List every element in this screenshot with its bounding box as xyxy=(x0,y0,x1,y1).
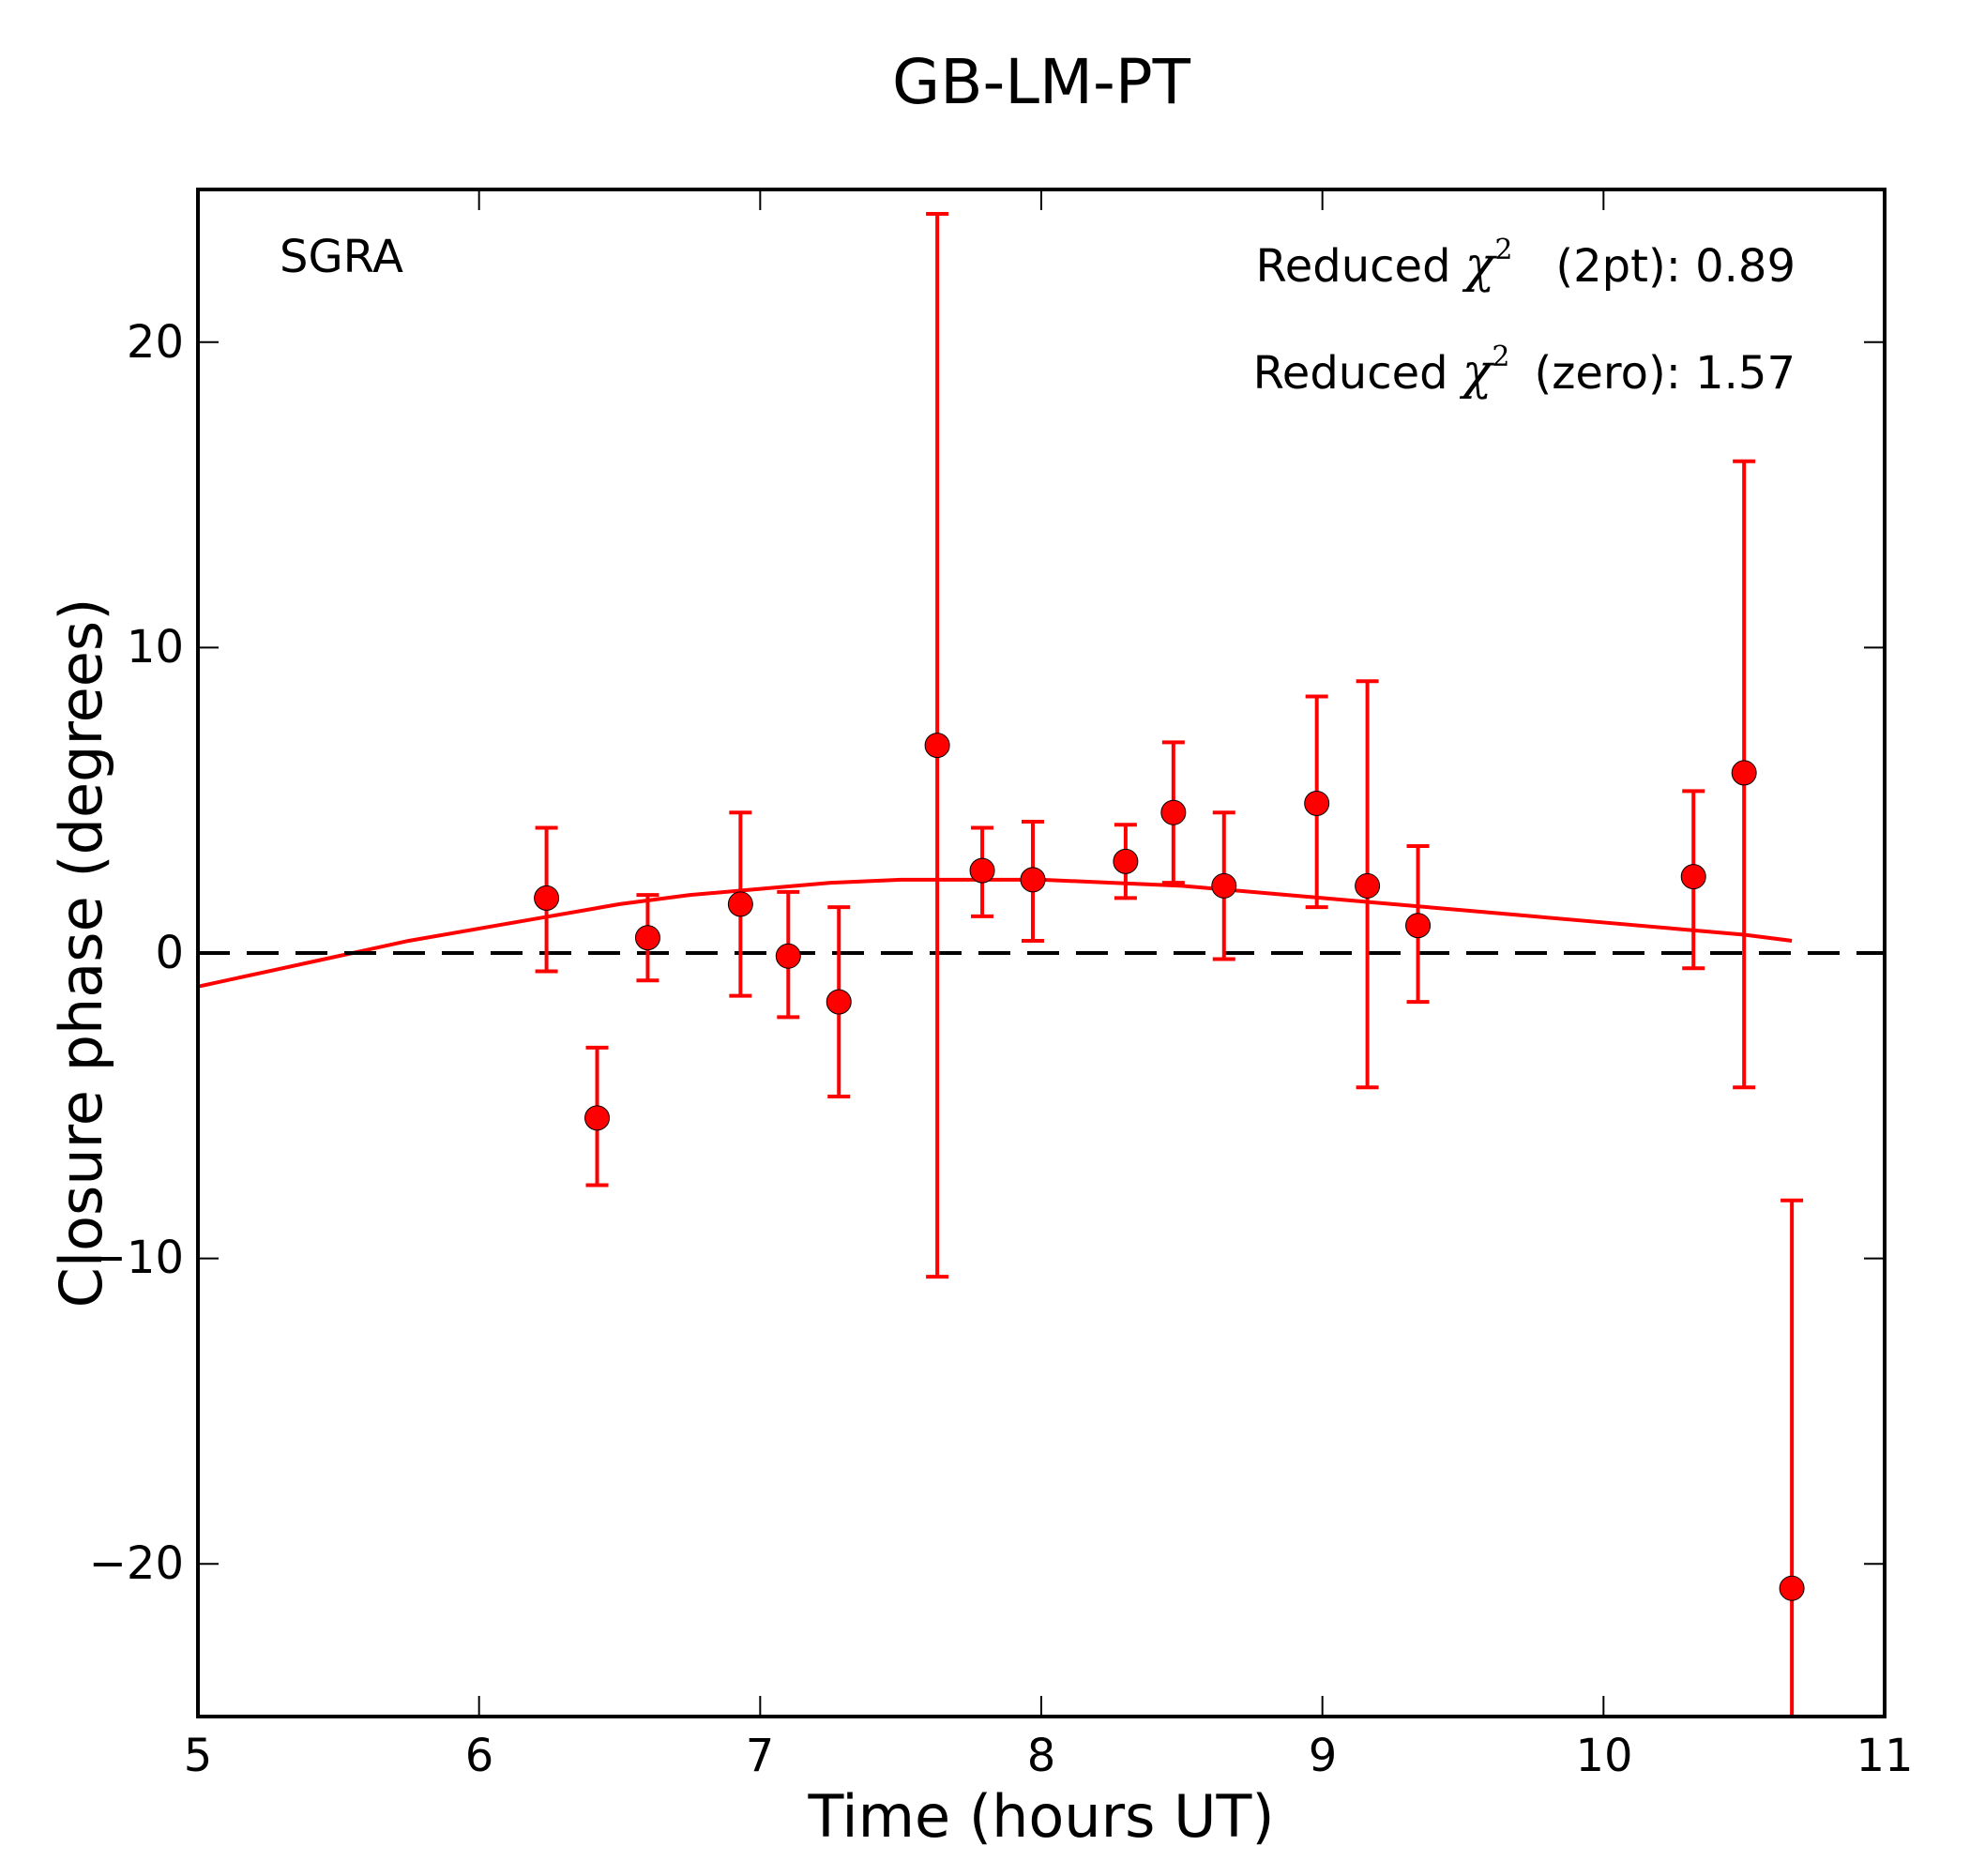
reduced-chi2-2pt-annotation: Reduced χ2 (2pt): 0.89 xyxy=(1256,234,1796,294)
x-tick-label: 9 xyxy=(1309,1730,1338,1782)
data-point-with-errorbar xyxy=(1211,810,1237,961)
data-point-with-errorbar xyxy=(584,1045,611,1188)
data-point xyxy=(826,989,852,1015)
x-tick-label: 11 xyxy=(1856,1730,1913,1782)
data-point-with-errorbar xyxy=(727,810,753,998)
source-label: SGRA xyxy=(280,231,403,283)
axis-ticks xyxy=(197,189,1886,1717)
data-point-with-errorbar xyxy=(1160,740,1187,885)
data-point-with-errorbar xyxy=(1680,789,1706,971)
y-axis-label: Closure phase (degrees) xyxy=(47,598,115,1309)
data-point-with-errorbar xyxy=(1731,459,1757,1090)
data-point xyxy=(1779,1575,1805,1601)
x-tick-label: 5 xyxy=(184,1730,213,1782)
x-tick-label: 6 xyxy=(465,1730,494,1782)
data-point-with-errorbar xyxy=(1355,679,1381,1090)
data-point-with-errorbar xyxy=(534,825,560,974)
data-point xyxy=(1113,848,1139,874)
data-point-with-errorbar xyxy=(826,905,852,1099)
fit-curve xyxy=(198,877,1793,989)
data-point-with-errorbar xyxy=(1304,694,1330,910)
data-point-with-errorbar xyxy=(1779,1198,1805,1717)
data-point xyxy=(1355,872,1381,899)
chart-title: GB-LM-PT xyxy=(892,46,1191,118)
data-point-with-errorbar xyxy=(924,212,950,1279)
data-point xyxy=(1211,872,1237,899)
y-tick-label: 10 xyxy=(127,621,184,673)
data-point-with-errorbar xyxy=(775,889,801,1020)
x-tick-label: 10 xyxy=(1575,1730,1632,1782)
y-tick-label: −10 xyxy=(89,1232,184,1284)
data-point xyxy=(1731,760,1757,786)
data-point xyxy=(634,925,660,951)
data-point xyxy=(584,1105,611,1131)
data-point-with-errorbar xyxy=(969,825,995,918)
x-tick-label: 7 xyxy=(746,1730,775,1782)
data-point xyxy=(534,885,560,911)
axes-frame xyxy=(196,188,1887,1718)
data-point xyxy=(1680,864,1706,890)
y-tick-label: −20 xyxy=(89,1537,184,1590)
data-point xyxy=(775,943,801,969)
data-point xyxy=(1405,913,1432,939)
y-tick-label: 20 xyxy=(127,316,184,369)
data-point xyxy=(924,733,950,759)
data-point xyxy=(1160,799,1187,825)
data-point-with-errorbar xyxy=(1113,823,1139,900)
y-tick-label: 0 xyxy=(155,927,184,979)
data-point-with-errorbar xyxy=(634,893,660,983)
x-axis-label: Time (hours UT) xyxy=(807,1782,1274,1851)
x-tick-label: 8 xyxy=(1027,1730,1056,1782)
data-point-with-errorbar xyxy=(1405,844,1432,1005)
data-point xyxy=(727,891,753,917)
plot-area xyxy=(198,212,1885,1717)
reduced-chi2-zero-annotation: Reduced χ2 (zero): 1.57 xyxy=(1253,340,1796,401)
data-point xyxy=(1020,867,1046,893)
data-point xyxy=(969,857,995,884)
data-point xyxy=(1304,790,1330,816)
data-point-with-errorbar xyxy=(1020,819,1046,943)
